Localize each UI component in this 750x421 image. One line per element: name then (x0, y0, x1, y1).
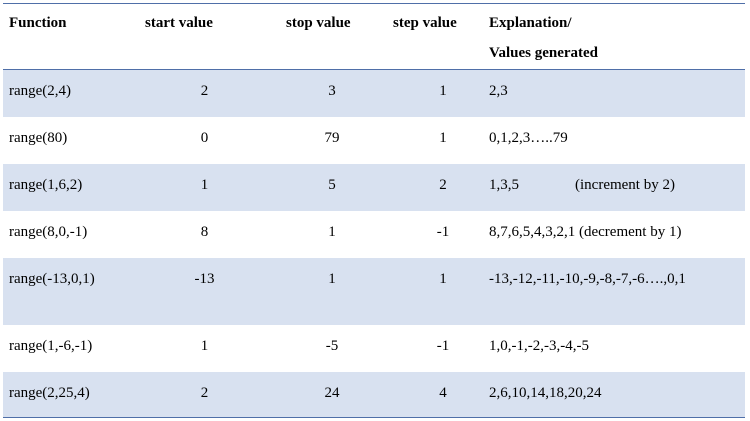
values-note: (increment by 2) (575, 176, 675, 193)
values-text: 0,1,2,3…..79 (489, 129, 568, 146)
values-text: 2,6,10,14,18,20,24 (489, 384, 602, 401)
cell-step: -1 (436, 337, 450, 354)
cell-step: 4 (439, 384, 447, 401)
table-row: range(-13,0,1) -13 1 1 -13,-12,-11,-10,-… (3, 257, 745, 325)
cell-values: 1,3,5 (increment by 2) (484, 164, 745, 211)
cell-step: 1 (439, 270, 447, 287)
cell-values: 1,0,-1,-2,-3,-4,-5 (484, 325, 745, 372)
cell-stop: 24 (324, 384, 340, 401)
cell-function: range(80) (9, 129, 68, 146)
cell-step: 1 (439, 83, 447, 99)
cell-start: 1 (200, 176, 209, 193)
cell-stop: 3 (328, 83, 336, 99)
values-text: 1,3,5 (489, 176, 519, 193)
header-explanation: Explanation/ Values generated (484, 4, 745, 70)
cell-stop: 5 (328, 176, 336, 193)
cell-stop: -5 (325, 337, 339, 354)
cell-function: range(-13,0,1) (9, 270, 95, 287)
table-row: range(80) 0 79 1 0,1,2,3…..79 (3, 117, 745, 164)
cell-values: -13,-12,-11,-10,-9,-8,-7,-6….,0,1 (484, 258, 745, 325)
cell-start: 2 (200, 83, 209, 99)
values-text: 2,3 (489, 83, 508, 99)
table-row: range(1,6,2) 1 5 2 1,3,5 (increment by 2) (3, 163, 745, 211)
cell-stop: 1 (328, 223, 336, 240)
cell-start: -13 (194, 270, 215, 287)
cell-values: 2,6,10,14,18,20,24 (484, 372, 745, 418)
header-function: Function (9, 15, 67, 31)
header-stop-value: stop value (286, 15, 351, 31)
values-note: (decrement by 1) (579, 223, 682, 240)
cell-function: range(2,4) (9, 83, 72, 99)
cell-step: 2 (439, 176, 447, 193)
cell-start: 1 (200, 337, 209, 354)
header-explanation-line2: Values generated (489, 45, 599, 61)
cell-step: -1 (436, 223, 450, 240)
header-start-value: start value (145, 15, 213, 31)
values-text: -13,-12,-11,-10,-9,-8,-7,-6….,0,1 (489, 270, 686, 287)
values-text: 1,0,-1,-2,-3,-4,-5 (489, 337, 589, 354)
cell-stop: 79 (324, 129, 340, 146)
cell-function: range(1,6,2) (9, 176, 83, 193)
cell-start: 0 (200, 129, 209, 146)
cell-function: range(1,-6,-1) (9, 337, 93, 354)
table-row: range(2,4) 2 3 1 2,3 (3, 69, 745, 117)
cell-step: 1 (439, 129, 447, 146)
table-row: range(8,0,-1) 8 1 -1 8,7,6,5,4,3,2,1 (de… (3, 211, 745, 258)
cell-values: 0,1,2,3…..79 (484, 117, 745, 164)
header-explanation-line1: Explanation/ (489, 15, 572, 31)
cell-start: 8 (200, 223, 209, 240)
header-row: Function start value stop value step val… (3, 3, 745, 70)
table-row: range(2,25,4) 2 24 4 2,6,10,14,18,20,24 (3, 371, 745, 418)
cell-function: range(2,25,4) (9, 384, 90, 401)
range-function-table: Function start value stop value step val… (3, 3, 745, 418)
cell-start: 2 (200, 384, 209, 401)
header-step-value: step value (393, 15, 457, 31)
cell-stop: 1 (328, 270, 336, 287)
cell-values: 2,3 (484, 70, 745, 117)
cell-function: range(8,0,-1) (9, 223, 88, 240)
values-text: 8,7,6,5,4,3,2,1 (489, 223, 576, 240)
table-row: range(1,-6,-1) 1 -5 -1 1,0,-1,-2,-3,-4,-… (3, 325, 745, 372)
cell-values: 8,7,6,5,4,3,2,1 (decrement by 1) (484, 211, 745, 258)
